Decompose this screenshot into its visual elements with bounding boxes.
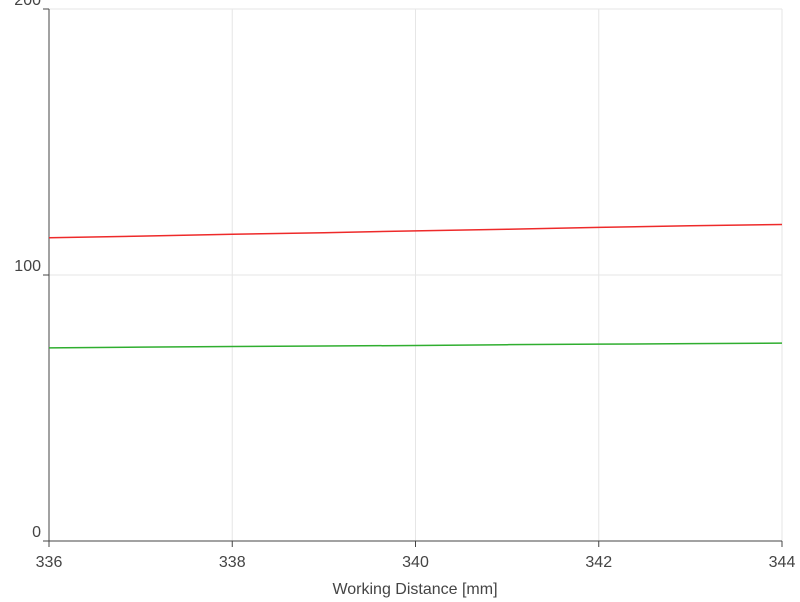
y-tick-label: 0 — [32, 524, 41, 541]
series-line — [48, 223, 783, 239]
y-tick-label: 200 — [14, 0, 41, 9]
series-line — [48, 342, 783, 349]
x-axis-label: Working Distance [mm] — [332, 581, 497, 598]
x-tick-label: 342 — [585, 554, 612, 571]
x-tick-label: 344 — [769, 554, 796, 571]
x-tick-label: 340 — [402, 554, 429, 571]
x-tick-label: 338 — [219, 554, 246, 571]
y-tick-label: 100 — [14, 258, 41, 275]
x-tick-label: 336 — [36, 554, 63, 571]
